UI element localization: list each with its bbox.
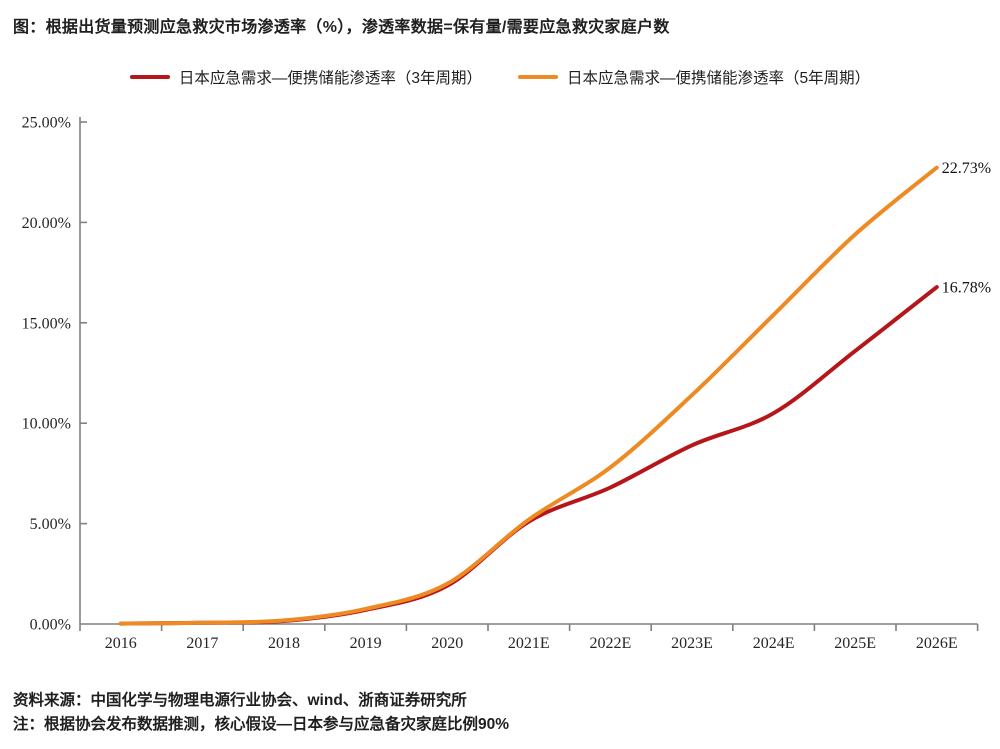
- x-tick-label: 2023E: [671, 635, 713, 652]
- chart-title: 图：根据出货量预测应急救灾市场渗透率（%），渗透率数据=保有量/需要应急救灾家庭…: [13, 19, 670, 36]
- x-tick-label: 2024E: [753, 635, 795, 652]
- series-end-label: 22.73%: [942, 160, 991, 177]
- note-line: 注：根据协会发布数据推测，核心假设—日本参与应急备灾家庭比例90%: [13, 716, 510, 733]
- legend-item-3yr-cycle: 日本应急需求—便携储能渗透率（3年周期）: [129, 66, 482, 88]
- y-tick-label: 15.00%: [22, 315, 71, 332]
- legend: 日本应急需求—便携储能渗透率（3年周期） 日本应急需求—便携储能渗透率（5年周期…: [0, 66, 1000, 88]
- y-tick-label: 25.00%: [22, 115, 71, 132]
- x-tick-label: 2022E: [590, 635, 632, 652]
- legend-line-swatch-orange: [518, 75, 558, 79]
- legend-label-5yr-cycle: 日本应急需求—便携储能渗透率（5年周期）: [567, 70, 871, 87]
- y-tick-label: 5.00%: [30, 516, 71, 533]
- x-tick-label: 2016: [105, 635, 137, 652]
- y-tick-label: 10.00%: [22, 416, 71, 433]
- series-line-5yr-orange: [118, 165, 939, 626]
- x-tick-label: 2021E: [508, 635, 550, 652]
- x-tick-label: 2018: [268, 635, 300, 652]
- y-tick-label: 20.00%: [22, 215, 71, 232]
- y-tick-label: 0.00%: [30, 617, 71, 634]
- x-tick-label: 2020: [431, 635, 463, 652]
- source-line: 资料来源：中国化学与物理电源行业协会、wind、浙商证券研究所: [13, 692, 467, 709]
- legend-line-swatch-red: [129, 75, 170, 79]
- x-tick-label: 2017: [186, 635, 218, 652]
- series-end-label: 16.78%: [942, 280, 991, 297]
- x-tick-label: 2026E: [916, 635, 958, 652]
- penetration-line-chart: 0.00% 5.00% 10.00% 15.00% 20.00% 25.00% 2016 20…: [22, 115, 991, 653]
- series-line-3yr-red: [118, 285, 939, 626]
- legend-label-3yr-cycle: 日本应急需求—便携储能渗透率（3年周期）: [178, 70, 482, 87]
- x-tick-label: 2025E: [834, 635, 876, 652]
- legend-item-5yr-cycle: 日本应急需求—便携储能渗透率（5年周期）: [518, 66, 870, 88]
- x-tick-label: 2019: [350, 635, 382, 652]
